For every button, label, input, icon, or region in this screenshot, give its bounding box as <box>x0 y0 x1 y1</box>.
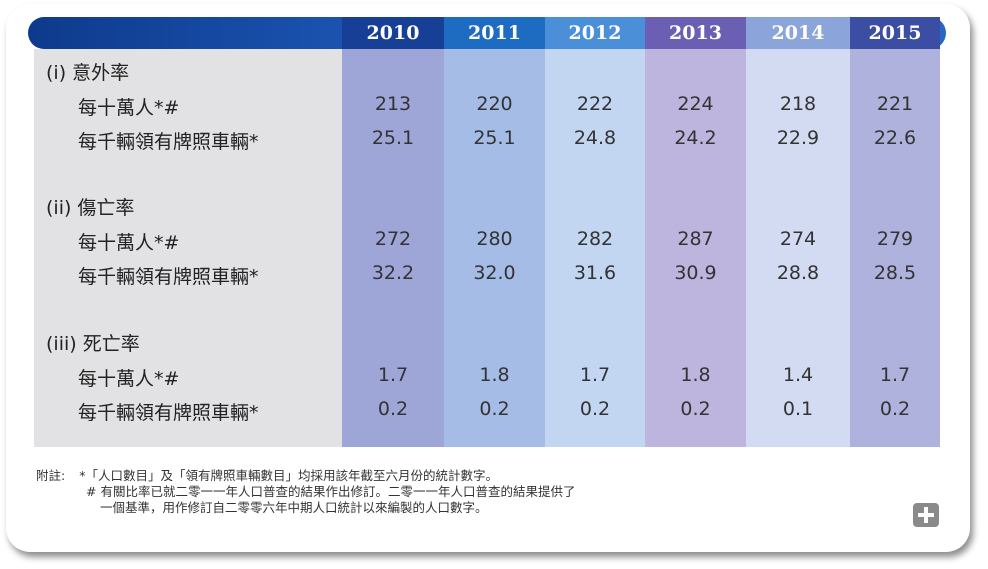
table-cell: 0.2 <box>479 398 510 420</box>
plus-icon[interactable] <box>913 503 939 527</box>
label-column-background <box>34 49 342 447</box>
table-cell: 280 <box>476 228 513 250</box>
table-cell: 0.1 <box>782 398 814 420</box>
table-cell: 274 <box>779 228 817 250</box>
table-cell: 0.2 <box>680 398 711 420</box>
table-cell: 28.8 <box>776 262 820 284</box>
row-label: 每十萬人*# <box>78 232 180 254</box>
table-cell: 287 <box>677 228 714 250</box>
table-cell: 32.0 <box>473 262 516 284</box>
table-cell: 0.2 <box>879 398 911 420</box>
year-column-2012: 2012 222 24.8 282 31.6 1.7 0.2 <box>545 17 645 447</box>
table-cell: 282 <box>576 228 614 250</box>
table-cell: 25.1 <box>371 127 415 149</box>
year-header: 2014 <box>746 17 850 49</box>
row-label: 每千輛領有牌照車輛* <box>78 266 259 288</box>
year-header: 2012 <box>545 17 645 49</box>
table-cell: 28.5 <box>873 262 917 284</box>
year-column-body: 213 25.1 272 32.2 1.7 0.2 <box>342 49 444 447</box>
year-column-body: 220 25.1 280 32.0 1.8 0.2 <box>444 49 545 447</box>
row-label: 每十萬人*# <box>78 368 180 390</box>
row-label: 每千輛領有牌照車輛* <box>78 131 259 153</box>
footnote-text-1: *「人口數目」及「領有牌照車輛數目」均採用該年截至六月份的統計數字。 <box>79 468 498 483</box>
table-cell: 1.7 <box>879 364 911 386</box>
table-cell: 221 <box>876 93 914 115</box>
table-cell: 218 <box>779 93 817 115</box>
section-title: (i) 意外率 <box>46 62 130 84</box>
table-cell: 31.6 <box>573 262 617 284</box>
section-title: (ii) 傷亡率 <box>46 197 135 219</box>
table-cell: 213 <box>374 93 412 115</box>
table-cell: 1.8 <box>479 364 510 386</box>
footnote-line-2: # 有關比率已就二零一一年人口普查的結果作出修訂。二零一一年人口普查的結果提供了 <box>86 484 576 499</box>
table-cell: 22.6 <box>873 127 917 149</box>
year-column-2010: 2010 213 25.1 272 32.2 1.7 0.2 <box>342 17 444 447</box>
table-cell: 1.4 <box>782 364 814 386</box>
row-label: 每十萬人*# <box>78 97 180 119</box>
year-header: 2011 <box>444 17 545 49</box>
table-cell: 272 <box>374 228 412 250</box>
table-cell: 32.2 <box>371 262 415 284</box>
footnote-line-3: 一個基準，用作修訂自二零零六年中期人口統計以來編製的人口數字。 <box>100 500 488 515</box>
year-header: 2013 <box>645 17 746 49</box>
year-header: 2015 <box>850 17 940 49</box>
table-cell: 0.2 <box>579 398 611 420</box>
section-title: (iii) 死亡率 <box>46 333 140 355</box>
table-cell: 1.8 <box>680 364 711 386</box>
table-cell: 0.2 <box>377 398 409 420</box>
table-cell: 24.8 <box>573 127 617 149</box>
table-cell: 222 <box>576 93 614 115</box>
year-column-body: 218 22.9 274 28.8 1.4 0.1 <box>746 49 850 447</box>
year-column-body: 224 24.2 287 30.9 1.8 0.2 <box>645 49 746 447</box>
table-cell: 24.2 <box>674 127 717 149</box>
table-cell: 30.9 <box>674 262 717 284</box>
table-cell: 279 <box>876 228 914 250</box>
year-column-2015: 2015 221 22.6 279 28.5 1.7 0.2 <box>850 17 940 447</box>
footnotes: 附註: *「人口數目」及「領有牌照車輛數目」均採用該年截至六月份的統計數字。 #… <box>36 468 575 516</box>
table-cell: 25.1 <box>473 127 516 149</box>
table-cell: 220 <box>476 93 513 115</box>
year-column-2011: 2011 220 25.1 280 32.0 1.8 0.2 <box>444 17 545 447</box>
footnote-prefix: 附註: <box>36 468 66 483</box>
table-cell: 1.7 <box>377 364 409 386</box>
footnote-line-1: 附註: *「人口數目」及「領有牌照車輛數目」均採用該年截至六月份的統計數字。 <box>36 468 525 484</box>
year-column-body: 222 24.8 282 31.6 1.7 0.2 <box>545 49 645 447</box>
year-column-body: 221 22.6 279 28.5 1.7 0.2 <box>850 49 940 447</box>
table-cell: 224 <box>677 93 714 115</box>
year-header: 2010 <box>342 17 444 49</box>
year-column-2014: 2014 218 22.9 274 28.8 1.4 0.1 <box>746 17 850 447</box>
table-cell: 22.9 <box>776 127 820 149</box>
year-column-2013: 2013 224 24.2 287 30.9 1.8 0.2 <box>645 17 746 447</box>
row-label: 每千輛領有牌照車輛* <box>78 402 259 424</box>
table-cell: 1.7 <box>579 364 611 386</box>
